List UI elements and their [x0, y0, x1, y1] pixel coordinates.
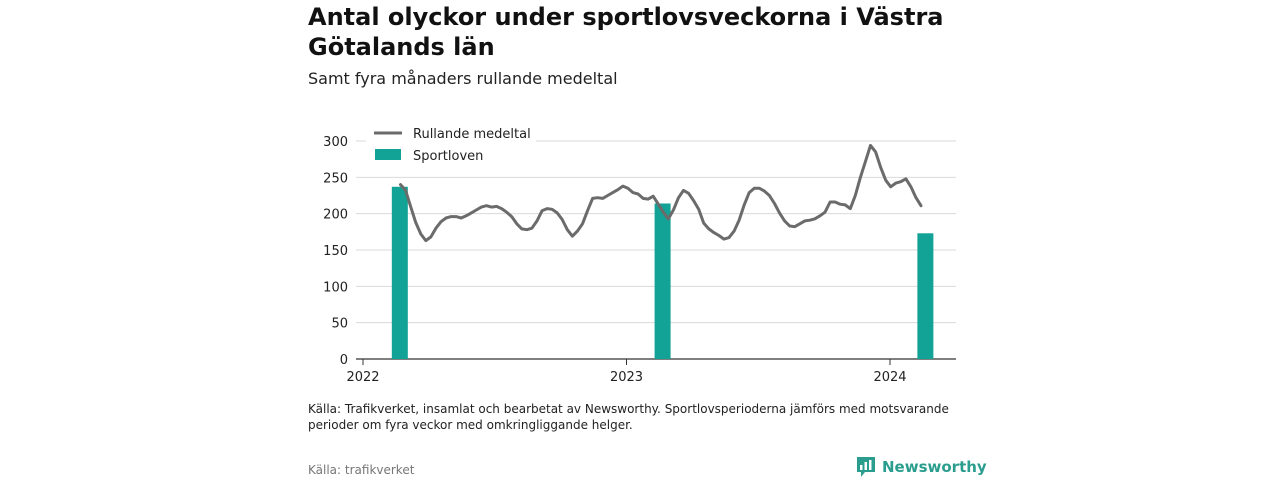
line-rullande-medeltal — [399, 143, 923, 243]
bar-sportloven — [391, 186, 408, 359]
x-axis: 2022 2023 2024 — [346, 358, 956, 385]
y-tick-label: 200 — [323, 208, 348, 223]
source-note: Källa: Trafikverket, insamlat och bearbe… — [308, 402, 949, 432]
bar-sportloven — [654, 203, 671, 359]
y-tick-label: 0 — [340, 353, 348, 368]
legend-label-sportloven: Sportloven — [413, 149, 483, 164]
brand-name: Newsworthy — [882, 458, 987, 476]
legend: Rullande medeltal Sportloven — [366, 124, 536, 168]
bar-series-sportloven — [391, 186, 934, 359]
source-label: Källa: trafikverket — [308, 463, 415, 477]
newsworthy-logo-icon — [857, 457, 875, 477]
y-tick-label: 150 — [323, 244, 348, 259]
y-axis-tick-labels: 0 50 100 150 200 250 300 — [323, 135, 348, 368]
legend-background — [366, 124, 536, 168]
x-tick-label: 2024 — [873, 370, 906, 385]
x-tick-label: 2023 — [610, 370, 643, 385]
bar-sportloven — [917, 233, 934, 359]
legend-swatch-bar — [375, 149, 401, 160]
y-tick-label: 50 — [331, 317, 348, 332]
chart: 0 50 100 150 200 250 300 2022 2023 2024 Rullande… — [323, 124, 956, 385]
brand[interactable]: Newsworthy — [856, 456, 987, 478]
line-series-rullande-medeltal — [399, 143, 923, 243]
y-tick-label: 300 — [323, 135, 348, 150]
legend-label-rullande-medeltal: Rullande medeltal — [413, 127, 531, 142]
x-tick-label: 2022 — [346, 370, 379, 385]
chart-title: Antal olyckor under sportlovsveckorna i … — [308, 3, 944, 61]
y-tick-label: 250 — [323, 171, 348, 186]
y-tick-label: 100 — [323, 280, 348, 295]
chart-subtitle: Samt fyra månaders rullande medeltal — [308, 69, 618, 88]
